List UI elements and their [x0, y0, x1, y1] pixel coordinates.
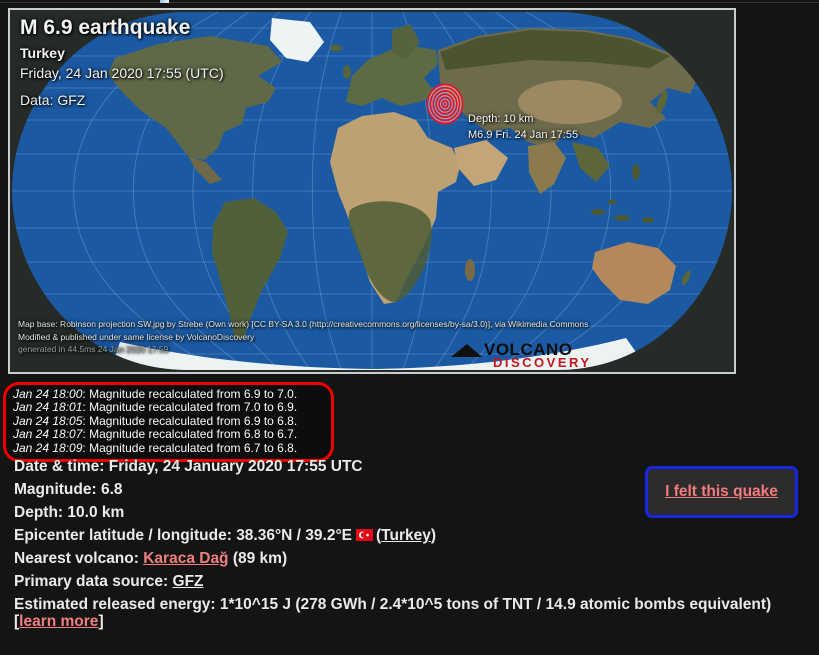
detail-value: 6.8 [100, 481, 123, 498]
detail-value: (89 km) [232, 550, 288, 567]
detail-label: Epicenter latitude / longitude: [14, 527, 232, 544]
log-text: : Magnitude recalculated from 7.0 to 6.9… [82, 400, 298, 415]
top-hairline [0, 2, 819, 3]
log-text: : Magnitude recalculated from 6.9 to 6.8… [82, 413, 298, 428]
country-link[interactable]: Turkey [381, 527, 431, 544]
epicenter-magnitude-label: M6.9 Fri. 24 Jan 17:55 [468, 129, 579, 141]
i-felt-this-quake-button[interactable]: I felt this quake [645, 466, 798, 518]
map-attribution: Map base: Robinson projection SW.jpg by … [18, 318, 588, 356]
turkey-flag-icon [356, 529, 373, 541]
attribution-line-1: Map base: Robinson projection SW.jpg by … [18, 319, 589, 329]
detail-value: 10.0 km [67, 504, 125, 521]
detail-primary-source: Primary data source: GFZ [14, 573, 806, 591]
map-data-source: Data: GFZ [20, 92, 86, 108]
volcanodiscovery-logo: VOLCANO DISCOVERY [451, 340, 592, 370]
volcano-link[interactable]: Karaca Dağ [143, 550, 229, 567]
attribution-line-2: Modified & published under same license … [18, 331, 255, 342]
earthquake-details: Date & time: Friday, 24 January 2020 17:… [14, 458, 806, 637]
detail-label: Magnitude: [14, 481, 97, 498]
log-entry: Jan 24 18:01: Magnitude recalculated fro… [13, 401, 325, 414]
source-link[interactable]: GFZ [172, 573, 204, 590]
paren: ) [430, 527, 437, 544]
log-entry: Jan 24 18:07: Magnitude recalculated fro… [13, 428, 325, 441]
detail-depth: Depth: 10.0 km [14, 504, 806, 522]
log-entry: Jan 24 18:09: Magnitude recalculated fro… [13, 440, 325, 455]
learn-more-link[interactable]: learn more [19, 612, 99, 630]
attribution-line-3: generated in 44.5ms 24 Jan 2020 17:59 [18, 344, 169, 354]
log-text: : Magnitude recalculated from 6.7 to 6.8… [82, 440, 298, 455]
map-title: M 6.9 earthquake [20, 16, 191, 39]
map-header: M 6.9 earthquake Turkey Friday, 24 Jan 2… [20, 16, 224, 108]
magnitude-recalculation-log: Jan 24 18:00: Magnitude recalculated fro… [3, 382, 334, 463]
log-text: : Magnitude recalculated from 6.9 to 7.0… [82, 387, 298, 401]
log-time: Jan 24 18:05 [13, 413, 83, 428]
log-time: Jan 24 18:07 [13, 427, 83, 442]
detail-label: Nearest volcano: [14, 550, 139, 567]
detail-epicenter: Epicenter latitude / longitude: 38.36°N … [14, 527, 806, 545]
detail-value: ] [98, 612, 104, 630]
logo-text-volcano: VOLCANO [484, 340, 573, 359]
log-entry: Jan 24 18:00: Magnitude recalculated fro… [13, 387, 325, 401]
map-region: Turkey [20, 45, 65, 61]
epicenter-marker [426, 83, 464, 125]
epicenter-depth-label: Depth: 10 km [468, 113, 534, 125]
volcano-logo-icon [451, 344, 482, 357]
felt-quake-link[interactable]: I felt this quake [665, 483, 778, 500]
logo-text-discovery: DISCOVERY [493, 355, 592, 370]
world-map-image [10, 10, 734, 372]
earthquake-map: M 6.9 earthquake Turkey Friday, 24 Jan 2… [8, 8, 736, 374]
map-datetime: Friday, 24 Jan 2020 17:55 (UTC) [20, 65, 224, 81]
log-text: : Magnitude recalculated from 6.8 to 6.7… [82, 427, 298, 442]
log-time: Jan 24 18:00 [13, 387, 83, 401]
log-time: Jan 24 18:01 [13, 400, 83, 415]
paren: ( [376, 527, 382, 544]
detail-label: Depth: [14, 504, 64, 521]
detail-value: Friday, 24 January 2020 17:55 UTC [108, 458, 363, 475]
log-time: Jan 24 18:09 [13, 440, 83, 455]
detail-energy: Estimated released energy: 1*10^15 J (27… [14, 596, 806, 630]
detail-date-time: Date & time: Friday, 24 January 2020 17:… [14, 458, 806, 476]
epicenter-labels: Depth: 10 km M6.9 Fri. 24 Jan 17:55 [468, 111, 578, 143]
detail-value: Estimated released energy: 1*10^15 J (27… [14, 596, 772, 630]
detail-nearest-volcano: Nearest volcano: Karaca Dağ (89 km) [14, 550, 806, 568]
cropped-ui-artifact [160, 0, 169, 3]
detail-value: 38.36°N / 39.2°E [236, 527, 352, 544]
detail-label: Primary data source: [14, 573, 169, 590]
detail-magnitude: Magnitude: 6.8 [14, 481, 806, 499]
detail-label: Date & time: [14, 458, 105, 475]
log-entry: Jan 24 18:05: Magnitude recalculated fro… [13, 413, 325, 428]
